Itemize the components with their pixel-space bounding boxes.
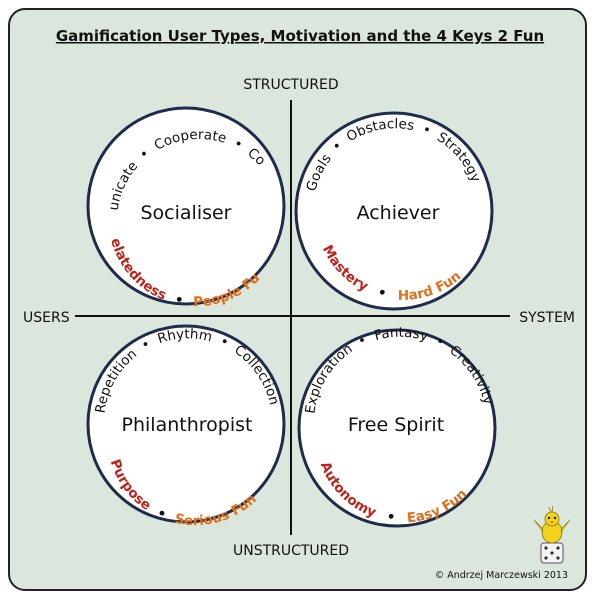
socialiser-circle	[86, 106, 286, 306]
copyright-text: © Andrzej Marczewski 2013	[435, 570, 568, 581]
free-spirit-circle	[297, 328, 497, 528]
free-spirit-name: Free Spirit	[348, 414, 444, 436]
word-separator-dot: •	[386, 509, 397, 526]
word-separator-dot: •	[376, 284, 388, 302]
axis-label-users: USERS	[23, 310, 70, 326]
word-separator-dot: •	[173, 292, 185, 309]
quadrant-free-spirit: Free Spirit Exploration • Fantasy • Crea…	[297, 325, 497, 528]
axis-label-structured: STRUCTURED	[243, 77, 338, 93]
philanthropist-circle	[86, 324, 286, 524]
quadrant-philanthropist: Philanthropist Repetition • Rhythm • Col…	[86, 324, 286, 529]
achiever-name: Achiever	[357, 202, 440, 224]
word: Fantasy	[373, 325, 430, 345]
achiever-circle	[294, 111, 494, 311]
diagram-title: Gamification User Types, Motivation and …	[56, 27, 544, 45]
card-background	[8, 8, 587, 591]
philanthropist-name: Philanthropist	[122, 414, 253, 436]
chick-on-dice-logo	[533, 505, 571, 564]
axis-label-unstructured: UNSTRUCTURED	[233, 543, 349, 559]
axis-label-system: SYSTEM	[519, 310, 575, 326]
socialiser-name: Socialiser	[140, 202, 231, 224]
quadrant-achiever: Achiever Goals • Obstacles • Strategy Ma…	[294, 111, 494, 311]
